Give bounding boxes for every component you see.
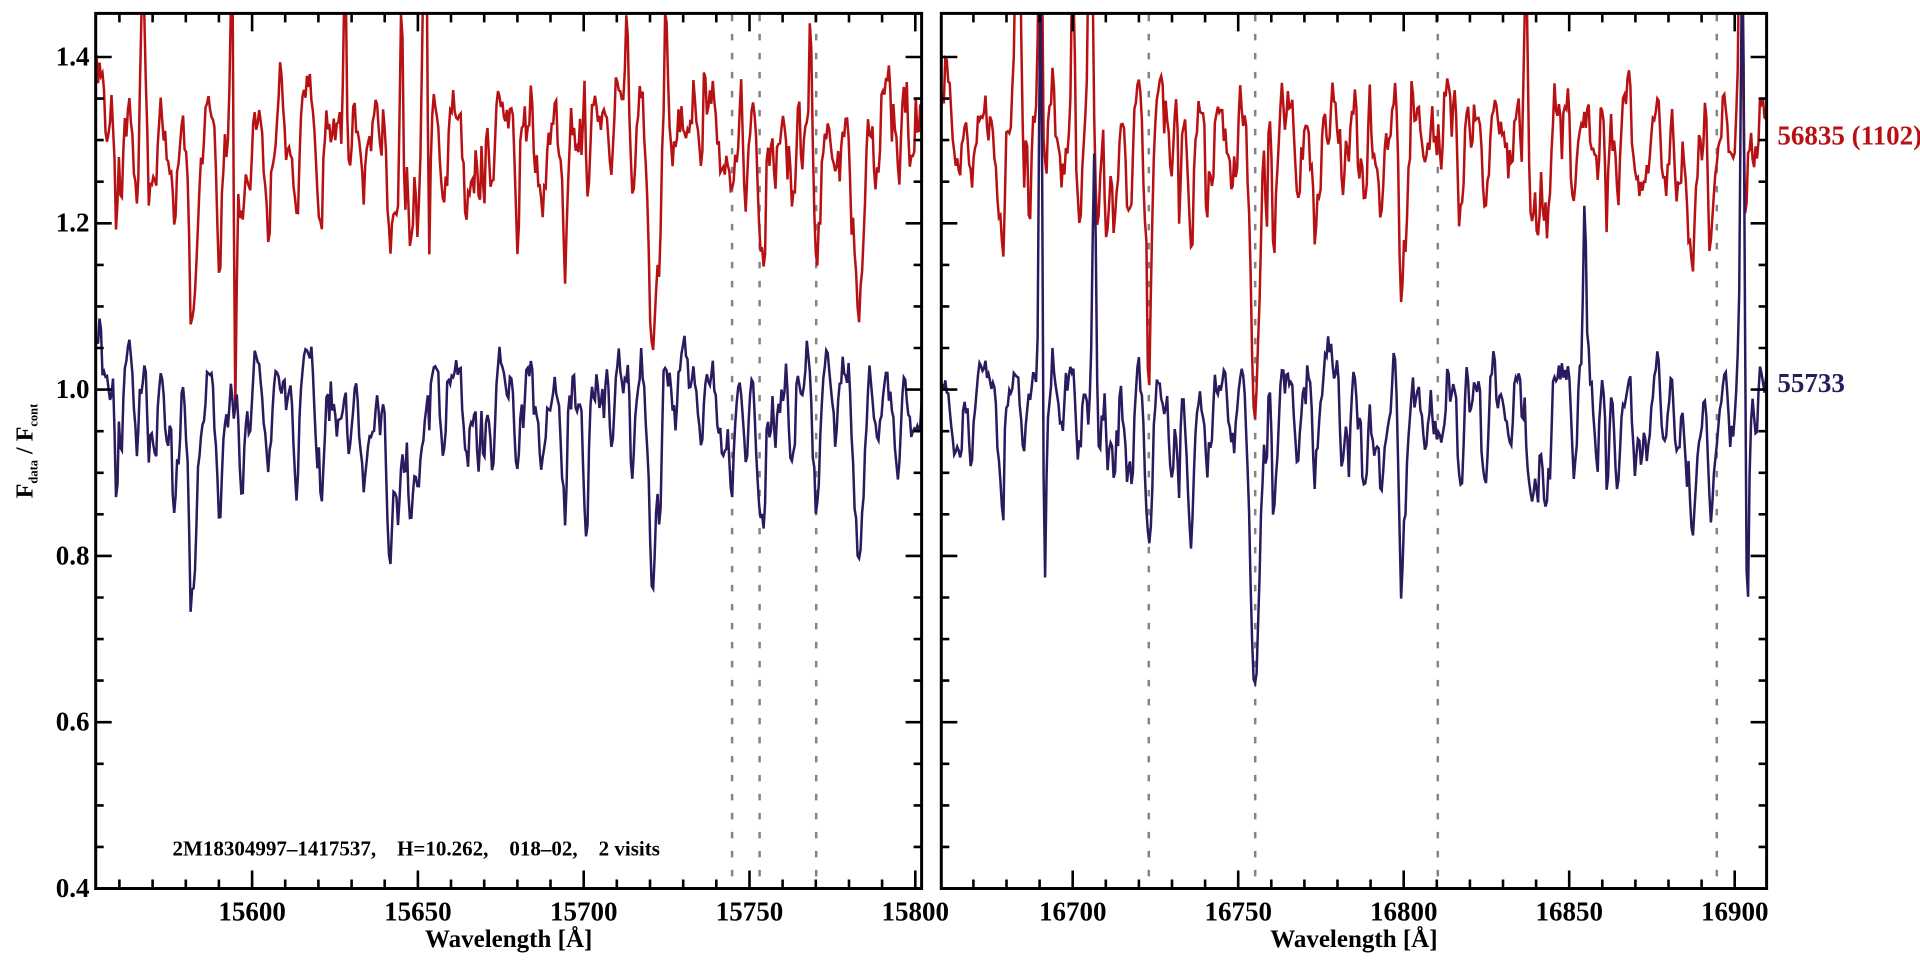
svg-text:Wavelength [Å]: Wavelength [Å] xyxy=(1270,925,1437,953)
svg-text:55733: 55733 xyxy=(1777,368,1845,398)
svg-text:16750: 16750 xyxy=(1204,897,1272,927)
svg-text:15600: 15600 xyxy=(218,897,286,927)
svg-text:0.4: 0.4 xyxy=(56,873,90,903)
svg-text:1.2: 1.2 xyxy=(56,208,90,238)
svg-text:16700: 16700 xyxy=(1039,897,1107,927)
svg-text:16850: 16850 xyxy=(1535,897,1603,927)
svg-text:1.0: 1.0 xyxy=(56,374,90,404)
svg-text:15700: 15700 xyxy=(550,897,618,927)
svg-text:2M18304997–1417537, H=10.26: 2M18304997–1417537, H=10.262, 018–02, 2 … xyxy=(173,836,660,860)
svg-text:16900: 16900 xyxy=(1701,897,1769,927)
svg-text:0.8: 0.8 xyxy=(56,540,90,570)
svg-text:Wavelength [Å]: Wavelength [Å] xyxy=(425,925,592,953)
svg-text:15800: 15800 xyxy=(882,897,950,927)
svg-text:15650: 15650 xyxy=(384,897,452,927)
svg-text:16800: 16800 xyxy=(1370,897,1438,927)
svg-text:15750: 15750 xyxy=(716,897,784,927)
svg-text:1.4: 1.4 xyxy=(56,41,90,71)
svg-text:0.6: 0.6 xyxy=(56,707,90,737)
svg-text:56835 (1102): 56835 (1102) xyxy=(1777,121,1920,151)
